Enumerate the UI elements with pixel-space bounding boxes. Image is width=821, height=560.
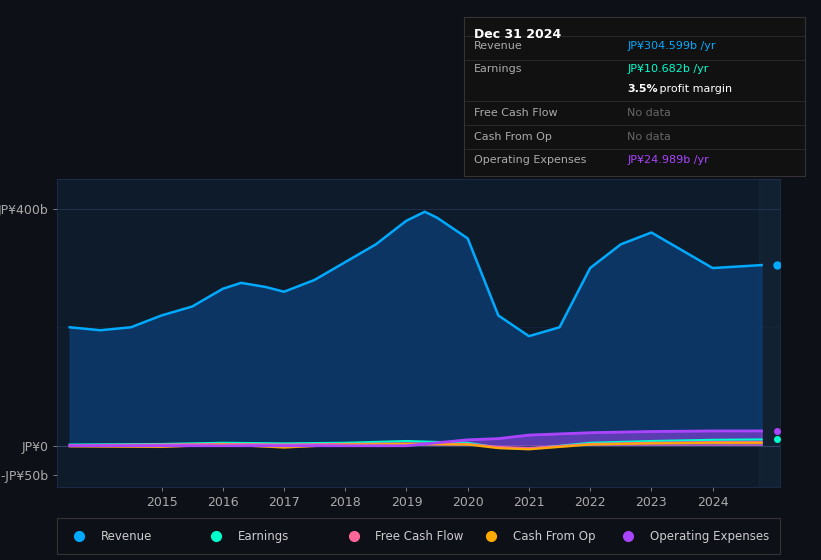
Text: Operating Expenses: Operating Expenses (474, 156, 586, 165)
Text: Operating Expenses: Operating Expenses (650, 530, 769, 543)
Text: 3.5%: 3.5% (627, 83, 658, 94)
Text: Revenue: Revenue (101, 530, 152, 543)
Text: Earnings: Earnings (238, 530, 290, 543)
Text: Revenue: Revenue (474, 40, 523, 50)
Text: Free Cash Flow: Free Cash Flow (375, 530, 464, 543)
Text: profit margin: profit margin (656, 83, 732, 94)
Text: JP¥304.599b /yr: JP¥304.599b /yr (627, 40, 716, 50)
Text: No data: No data (627, 108, 672, 118)
Text: No data: No data (627, 132, 672, 142)
Text: Cash From Op: Cash From Op (512, 530, 595, 543)
Text: Free Cash Flow: Free Cash Flow (474, 108, 557, 118)
Bar (759, 179, 780, 487)
Text: Earnings: Earnings (474, 64, 523, 74)
Text: Dec 31 2024: Dec 31 2024 (474, 28, 562, 41)
Text: JP¥24.989b /yr: JP¥24.989b /yr (627, 156, 709, 165)
Text: JP¥10.682b /yr: JP¥10.682b /yr (627, 64, 709, 74)
Text: Cash From Op: Cash From Op (474, 132, 552, 142)
